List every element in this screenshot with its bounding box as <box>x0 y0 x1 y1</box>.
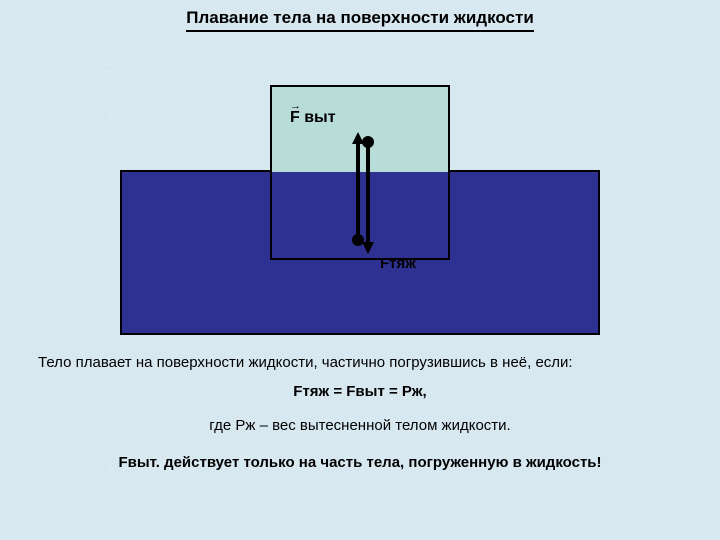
label-f-out: → F выт <box>290 100 336 127</box>
title-container: Плавание тела на поверхности жидкости <box>0 8 720 32</box>
label-f-out-text: F выт <box>290 109 336 126</box>
page-title: Плавание тела на поверхности жидкости <box>186 8 534 32</box>
explanation-text: Тело плавает на поверхности жидкости, ча… <box>38 352 682 474</box>
vector-up-line <box>356 142 360 238</box>
text-where: где Pж – вес вытесненной телом жидкости. <box>38 415 682 438</box>
text-equation: Fтяж = Fвыт = Pж, <box>38 381 682 404</box>
text-condition: Тело плавает на поверхности жидкости, ча… <box>38 352 682 375</box>
vector-down-head <box>362 242 374 254</box>
label-f-grav: Fтяж <box>380 255 416 272</box>
diagram: → F выт Fтяж <box>120 70 600 320</box>
vector-down-line <box>366 144 370 244</box>
text-conclusion: Fвыт. действует только на часть тела, по… <box>38 452 682 475</box>
